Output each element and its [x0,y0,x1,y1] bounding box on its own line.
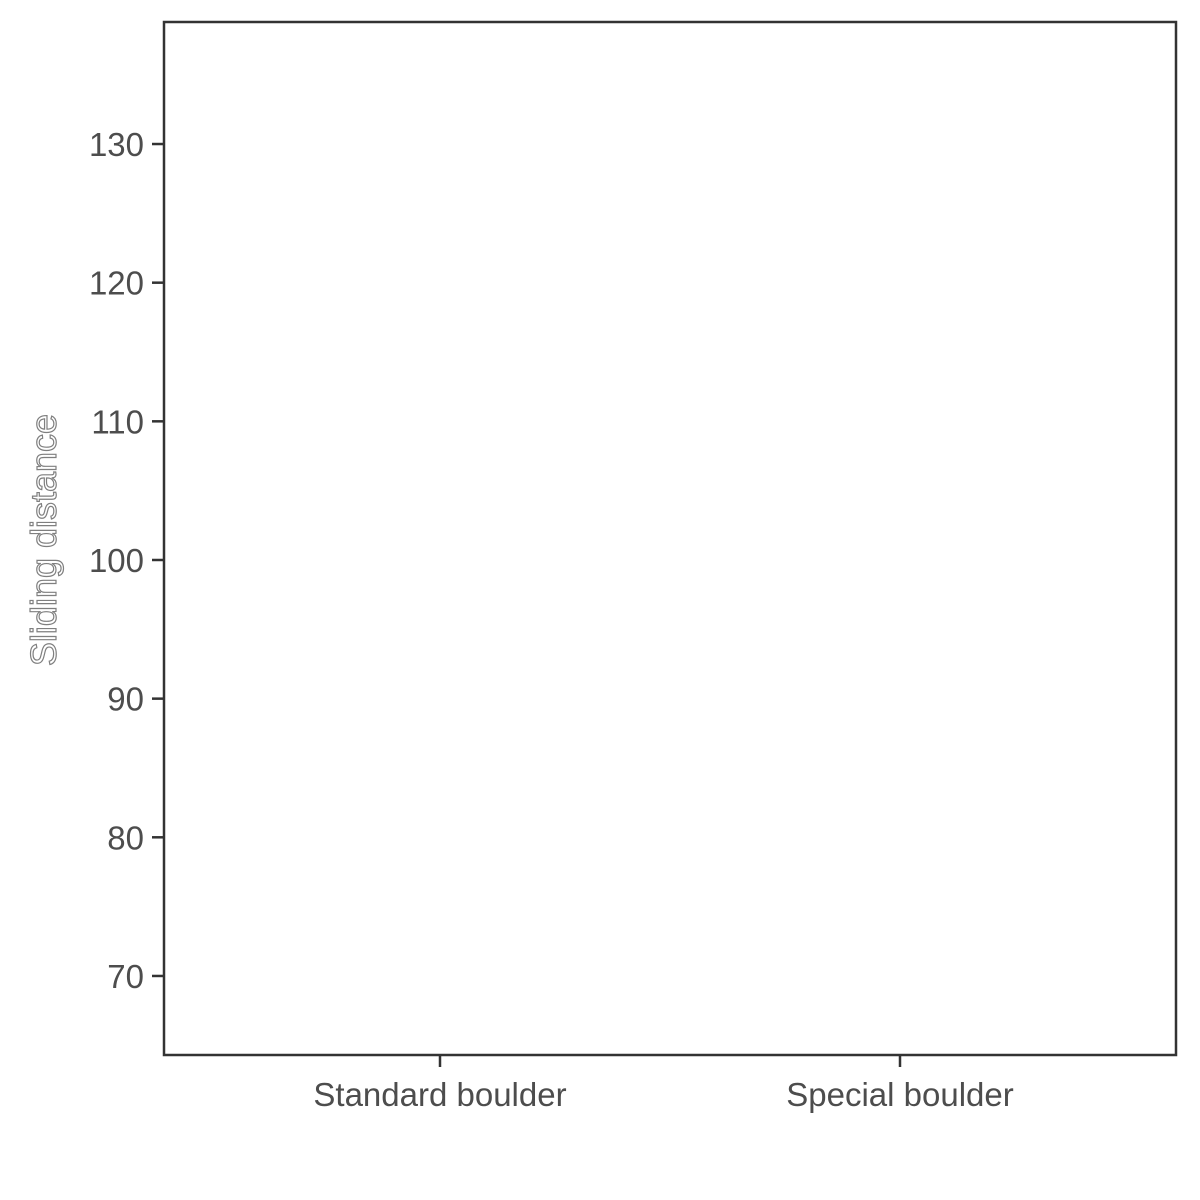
x-tick-label: Special boulder [786,1076,1014,1113]
y-axis-title: Sliding distance [23,414,64,666]
y-tick-label: 90 [107,681,144,718]
x-axis: Standard boulder Special boulder [313,1055,1014,1113]
plot-panel [162,20,1178,1057]
y-tick-label: 130 [89,126,144,163]
y-tick-label: 100 [89,542,144,579]
y-tick-label: 120 [89,265,144,302]
x-tick-label: Standard boulder [313,1076,566,1113]
y-axis: 70 80 90 100 110 120 130 [89,126,164,995]
y-tick-label: 70 [107,958,144,995]
y-tick-label: 110 [91,403,144,440]
y-tick-label: 80 [107,819,144,856]
